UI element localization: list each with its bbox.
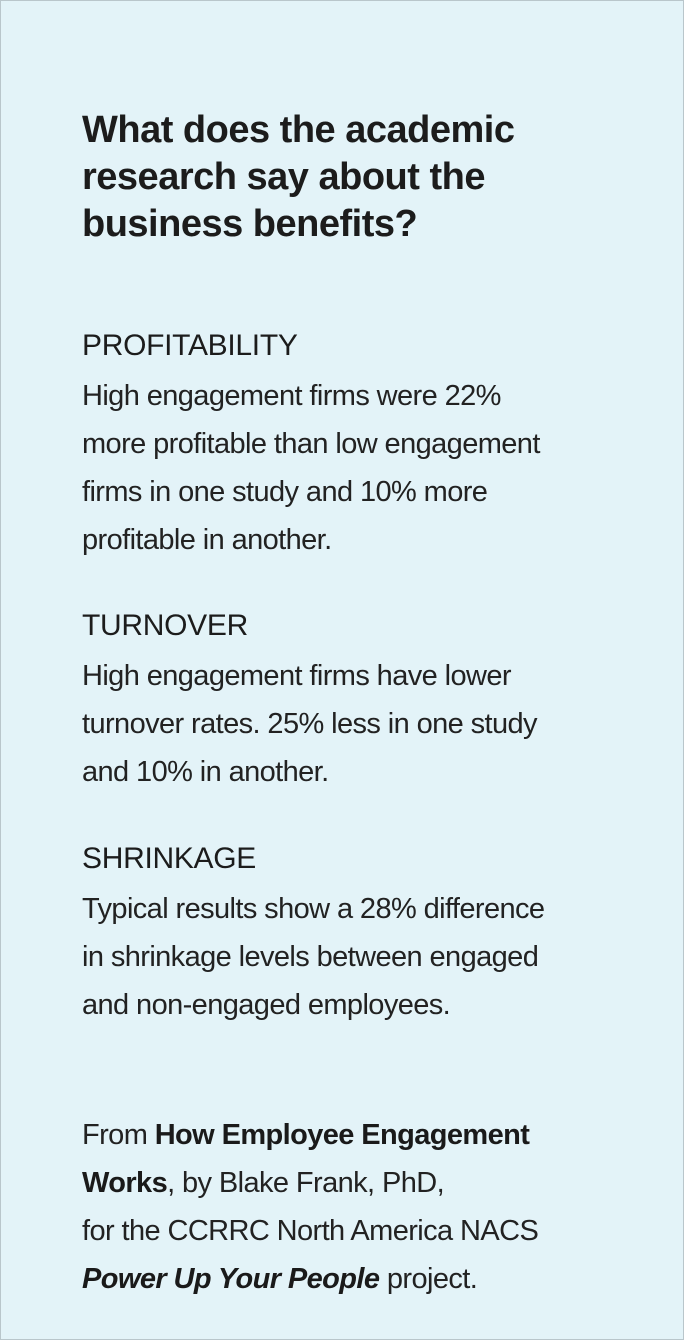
body-line: High engagement firms were 22%	[82, 380, 501, 412]
source-org: for the CCRRC North America NACS	[82, 1215, 539, 1247]
panel-title: What does the academic research say abou…	[82, 107, 642, 248]
section-heading: SHRINKAGE	[82, 842, 257, 875]
body-line: more profitable than low engagement	[82, 428, 540, 460]
body-line: firms in one study and 10% more	[82, 476, 488, 508]
body-line: turnover rates. 25% less in one study	[82, 708, 538, 740]
body-line: and 10% in another.	[82, 756, 329, 788]
title-line: business benefits?	[82, 203, 418, 245]
section-shrinkage: SHRINKAGE Typical results show a 28% dif…	[82, 841, 662, 1029]
section-profitability: PROFITABILITY High engagement firms were…	[82, 328, 662, 564]
source-author: , by Blake Frank, PhD,	[167, 1167, 445, 1199]
book-title-end: Works	[82, 1167, 168, 1199]
body-line: High engagement firms have lower	[82, 660, 512, 692]
book-title: How Employee Engagement	[154, 1119, 530, 1151]
body-line: and non-engaged employees.	[82, 989, 451, 1021]
source-suffix: project.	[379, 1263, 478, 1295]
section-heading: PROFITABILITY	[82, 329, 298, 362]
source-citation: From How Employee Engagement Works, by Bl…	[82, 1111, 662, 1303]
body-line: Typical results show a 28% difference	[82, 893, 545, 925]
section-turnover: TURNOVER High engagement firms have lowe…	[82, 608, 662, 796]
section-body: High engagement firms were 22% more prof…	[82, 372, 662, 564]
section-heading: TURNOVER	[82, 609, 248, 642]
body-line: in shrinkage levels between engaged	[82, 941, 539, 973]
project-name: Power Up Your People	[82, 1263, 380, 1295]
title-line: What does the academic	[82, 109, 515, 151]
section-body: Typical results show a 28% difference in…	[82, 885, 662, 1029]
section-body: High engagement firms have lower turnove…	[82, 652, 662, 796]
body-line: profitable in another.	[82, 524, 332, 556]
title-line: research say about the	[82, 156, 485, 198]
source-prefix: From	[82, 1119, 155, 1151]
